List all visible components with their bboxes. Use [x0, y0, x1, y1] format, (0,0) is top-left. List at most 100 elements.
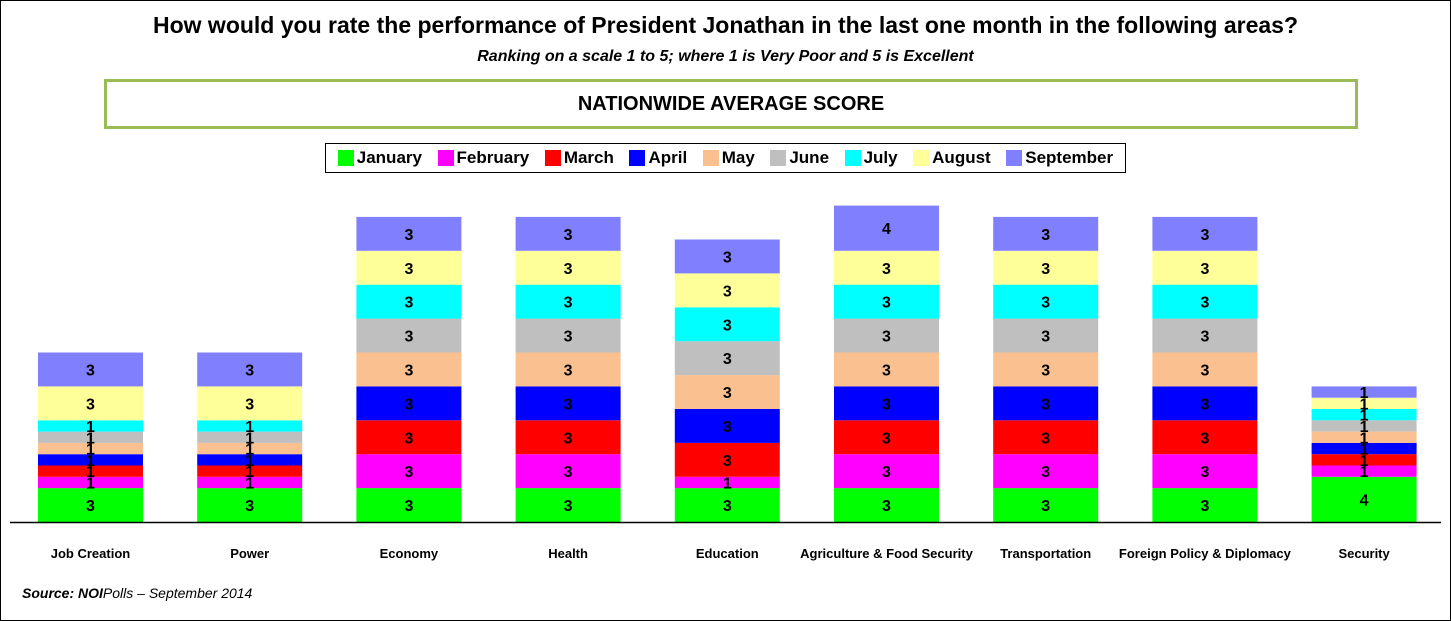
bar-segment: [197, 420, 303, 432]
data-label: 1: [86, 453, 95, 470]
bar-segment: [356, 352, 462, 387]
bar-segment: [356, 454, 462, 489]
bar-segment: [515, 284, 621, 319]
bar-segment: [1152, 454, 1258, 489]
data-label: 3: [1200, 498, 1209, 515]
data-label: 3: [564, 329, 573, 346]
bar-segment: [1311, 476, 1417, 522]
bar-segment: [356, 488, 462, 522]
data-label: 3: [86, 498, 95, 515]
bar-segment: [356, 216, 462, 251]
legend-item-april: April: [629, 148, 687, 168]
data-label: 1: [1360, 396, 1369, 413]
data-label: 3: [882, 295, 891, 312]
bar-segment: [197, 476, 303, 489]
data-label: 3: [723, 385, 732, 402]
bar-segment: [674, 341, 780, 376]
data-label: 1: [86, 430, 95, 447]
bar-segment: [834, 386, 939, 421]
data-label: 3: [404, 464, 413, 481]
legend-swatch: [844, 150, 861, 166]
data-label: 1: [1360, 430, 1369, 447]
bar-segment: [1311, 442, 1417, 455]
legend-swatch: [437, 150, 454, 166]
x-tick-label: Foreign Policy & Diplomacy: [1119, 546, 1292, 561]
data-label: 3: [404, 498, 413, 515]
bar-segment: [834, 318, 939, 353]
bar-segment: [38, 488, 143, 522]
bar-segment: [38, 476, 143, 489]
data-label: 3: [723, 498, 732, 515]
data-label: 3: [1041, 430, 1050, 447]
x-tick-label: Job Creation: [51, 546, 131, 561]
chart-subtitle: Ranking on a scale 1 to 5; where 1 is Ve…: [477, 48, 974, 65]
bar-segment: [515, 488, 621, 522]
bar-segment: [356, 420, 462, 455]
data-label: 3: [245, 396, 254, 413]
bar-segment: [993, 420, 1099, 455]
data-label: 3: [882, 498, 891, 515]
bar-segment: [1152, 216, 1258, 251]
bar-segment: [993, 386, 1099, 421]
legend-label: August: [932, 148, 991, 167]
legend-swatch: [544, 150, 561, 166]
bar-segment: [993, 284, 1099, 319]
x-tick-label: Power: [230, 546, 269, 561]
data-label: 1: [86, 464, 95, 481]
legend-swatch: [1006, 150, 1023, 166]
chart-title: How would you rate the performance of Pr…: [152, 12, 1298, 38]
data-label: 1: [86, 475, 95, 492]
bar-segment: [674, 239, 780, 274]
bar-segment: [38, 420, 143, 432]
data-label: 3: [882, 329, 891, 346]
x-tick-label: Education: [696, 546, 759, 561]
bar-segment: [515, 386, 621, 421]
data-label: 3: [404, 396, 413, 413]
bar-segment: [834, 488, 939, 522]
data-label: 3: [723, 419, 732, 436]
bar-segment: [834, 205, 939, 251]
data-label: 3: [1200, 295, 1209, 312]
data-label: 1: [1360, 385, 1369, 402]
bar-segment: [993, 216, 1099, 251]
data-label: 3: [1041, 396, 1050, 413]
bar-segment: [197, 465, 303, 477]
bar-segment: [1311, 386, 1417, 398]
data-label: 3: [564, 227, 573, 244]
legend-swatch: [770, 150, 787, 166]
data-label: 3: [1041, 464, 1050, 481]
data-label: 1: [86, 442, 95, 459]
data-label: 3: [564, 396, 573, 413]
source-note: Source: NOIPolls – September 2014: [22, 585, 252, 601]
legend-item-january: January: [337, 148, 422, 168]
data-label: 3: [882, 430, 891, 447]
bar-segment: [197, 488, 303, 522]
bar-segment: [674, 375, 780, 409]
data-label: 3: [1200, 464, 1209, 481]
bar-segment: [1311, 465, 1417, 477]
bar-segment: [197, 352, 303, 387]
bar-segment: [356, 318, 462, 353]
chart-legend: January February March April May June July Augu…: [325, 143, 1126, 173]
bar-segment: [834, 454, 939, 489]
data-label: 3: [86, 362, 95, 379]
data-label: 1: [245, 430, 254, 447]
data-label: 3: [404, 430, 413, 447]
data-label: 1: [245, 464, 254, 481]
data-label: 4: [1360, 492, 1369, 509]
legend-swatch: [337, 150, 354, 166]
bar-segment: [38, 386, 143, 421]
data-label: 1: [1360, 408, 1369, 425]
bar-segment: [1152, 284, 1258, 319]
bar-segment: [993, 250, 1099, 285]
data-label: 3: [882, 396, 891, 413]
bar-segment: [674, 409, 780, 443]
legend-swatch: [629, 150, 646, 166]
bar-segment: [993, 352, 1099, 387]
bar-segment: [1152, 488, 1258, 522]
data-label: 1: [86, 419, 95, 436]
x-tick-label: Health: [548, 546, 588, 561]
data-label: 1: [1360, 464, 1369, 481]
data-label: 1: [245, 475, 254, 492]
